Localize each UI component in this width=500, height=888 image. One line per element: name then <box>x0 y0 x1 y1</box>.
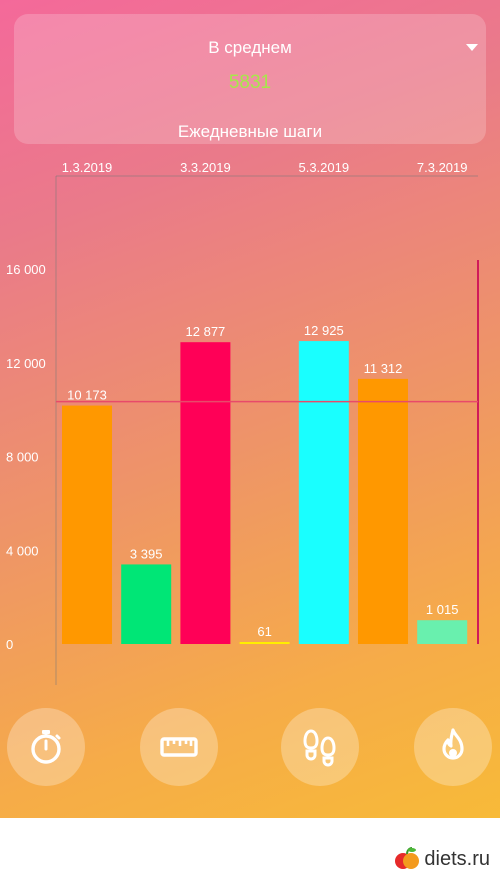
summary-card[interactable]: В среднем 5831 Ежедневные шаги <box>14 14 486 144</box>
bar <box>180 342 231 644</box>
bar-value-label: 3 395 <box>130 546 163 561</box>
dropdown-icon[interactable] <box>466 44 478 51</box>
ruler-icon <box>160 737 198 757</box>
bar <box>358 378 408 644</box>
watermark-bar: diets.ru <box>0 818 500 888</box>
bar <box>298 341 349 644</box>
bar <box>121 564 172 644</box>
x-tick-label: 1.3.2019 <box>62 160 113 175</box>
bar-value-label: 12 877 <box>186 324 226 339</box>
apple-icon <box>395 847 420 869</box>
y-tick-label: 8 000 <box>6 450 39 465</box>
steps-button[interactable] <box>281 708 359 786</box>
x-tick-label: 5.3.2019 <box>298 160 349 175</box>
bar <box>62 405 112 644</box>
summary-title: В среднем <box>208 38 292 57</box>
summary-value: 5831 <box>228 72 272 93</box>
steps-bar-chart: 1.3.2019 3.3.2019 5.3.2019 7.3.2019 0 4 000 8… <box>6 160 479 685</box>
x-tick-label: 3.3.2019 <box>180 160 231 175</box>
summary-subtitle: Ежедневные шаги <box>177 122 323 141</box>
y-tick-label: 12 000 <box>6 356 46 371</box>
stopwatch-button[interactable] <box>7 708 85 786</box>
watermark-logo: diets.ru <box>394 846 490 872</box>
bar-value-label: 11 312 <box>364 361 403 376</box>
bar-value-label: 1 015 <box>426 602 459 617</box>
bar-value-label: 10 173 <box>67 388 107 403</box>
watermark-text: diets.ru <box>424 847 490 870</box>
stopwatch-icon <box>31 730 61 764</box>
y-tick-label: 4 000 <box>6 543 39 558</box>
flame-icon <box>442 728 464 760</box>
calories-button[interactable] <box>414 708 492 786</box>
footsteps-icon <box>303 729 336 767</box>
x-tick-label: 7.3.2019 <box>417 160 468 175</box>
bar <box>239 642 290 644</box>
bottom-toolbar <box>0 708 500 808</box>
distance-button[interactable] <box>140 708 218 786</box>
bar <box>417 620 468 644</box>
y-tick-label: 16 000 <box>6 262 46 277</box>
bar-value-label: 61 <box>257 624 271 639</box>
y-tick-label: 0 <box>6 637 13 652</box>
bar-value-label: 12 925 <box>304 323 344 338</box>
